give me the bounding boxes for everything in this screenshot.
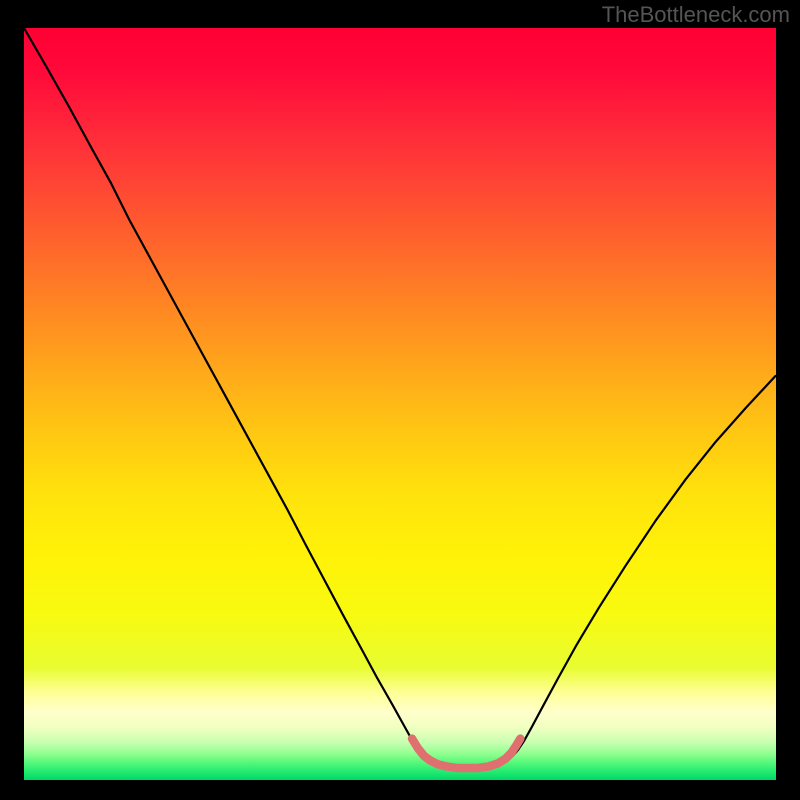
chart-container: TheBottleneck.com	[0, 0, 800, 800]
curve-layer	[24, 28, 776, 780]
highlight-segment	[412, 739, 520, 768]
plot-area	[24, 28, 776, 780]
bottleneck-curve	[24, 28, 776, 769]
watermark-text: TheBottleneck.com	[602, 2, 790, 28]
